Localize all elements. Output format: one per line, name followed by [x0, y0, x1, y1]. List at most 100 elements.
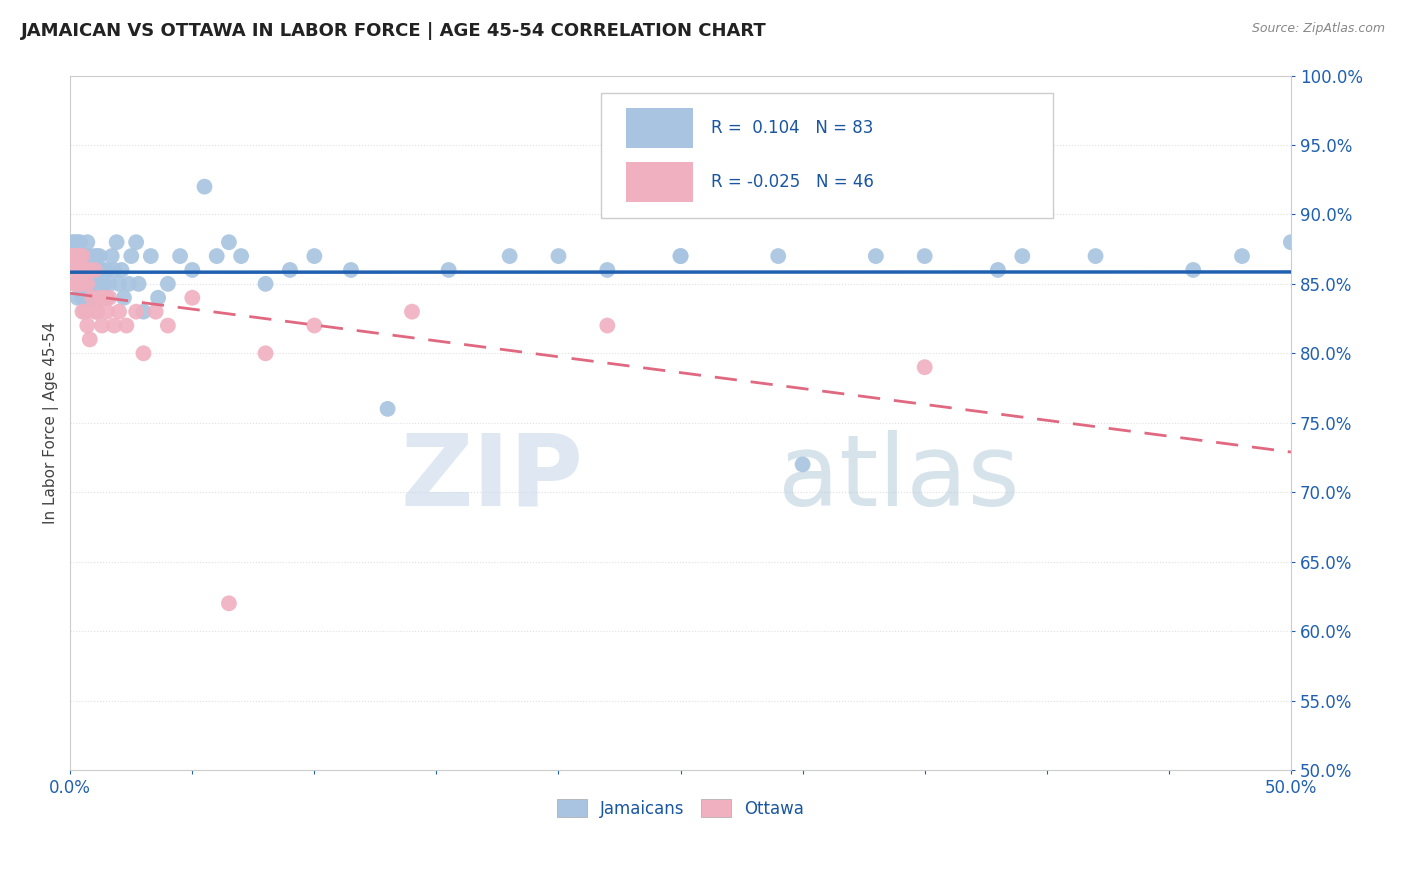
Point	[125, 304, 148, 318]
Point	[83, 263, 105, 277]
Point	[93, 277, 115, 291]
Point	[79, 291, 101, 305]
Point	[73, 304, 96, 318]
Point	[83, 291, 105, 305]
Point	[118, 277, 141, 291]
Point	[72, 304, 94, 318]
Point	[304, 318, 326, 333]
Point	[229, 249, 252, 263]
Point	[146, 291, 169, 305]
Point	[86, 304, 108, 318]
Point	[62, 249, 84, 263]
Point	[218, 235, 240, 250]
Point	[69, 263, 91, 277]
Point	[63, 263, 86, 277]
Point	[76, 277, 98, 291]
Point	[62, 235, 84, 250]
Point	[79, 333, 101, 347]
Point	[132, 304, 155, 318]
Point	[72, 249, 94, 263]
Text: JAMAICAN VS OTTAWA IN LABOR FORCE | AGE 45-54 CORRELATION CHART: JAMAICAN VS OTTAWA IN LABOR FORCE | AGE …	[21, 22, 766, 40]
Point	[1084, 249, 1107, 263]
Text: atlas: atlas	[778, 430, 1019, 527]
Point	[76, 277, 98, 291]
Point	[89, 249, 111, 263]
Point	[89, 277, 111, 291]
Point	[73, 277, 96, 291]
Y-axis label: In Labor Force | Age 45-54: In Labor Force | Age 45-54	[44, 322, 59, 524]
Point	[91, 277, 114, 291]
Point	[669, 249, 692, 263]
Point	[79, 263, 101, 277]
Point	[132, 346, 155, 360]
Point	[1230, 249, 1253, 263]
Point	[156, 318, 179, 333]
Point	[73, 249, 96, 263]
Point	[91, 318, 114, 333]
Point	[66, 263, 89, 277]
Point	[103, 318, 125, 333]
Point	[66, 291, 89, 305]
Text: R = -0.025   N = 46: R = -0.025 N = 46	[711, 173, 875, 191]
Point	[66, 249, 89, 263]
Text: R =  0.104   N = 83: R = 0.104 N = 83	[711, 120, 873, 137]
Point	[66, 263, 89, 277]
Point	[112, 291, 135, 305]
Point	[105, 235, 128, 250]
Text: Source: ZipAtlas.com: Source: ZipAtlas.com	[1251, 22, 1385, 36]
Point	[254, 277, 277, 291]
Point	[120, 249, 142, 263]
Point	[498, 249, 520, 263]
Point	[100, 249, 122, 263]
Point	[72, 249, 94, 263]
Point	[181, 263, 204, 277]
Point	[304, 249, 326, 263]
Legend: Jamaicans, Ottawa: Jamaicans, Ottawa	[550, 792, 811, 824]
Point	[103, 263, 125, 277]
Point	[96, 291, 118, 305]
FancyBboxPatch shape	[602, 93, 1053, 218]
Point	[110, 263, 132, 277]
Point	[69, 277, 91, 291]
Point	[63, 235, 86, 250]
Point	[66, 249, 89, 263]
Point	[86, 263, 108, 277]
Point	[98, 277, 121, 291]
Point	[83, 277, 105, 291]
Point	[596, 318, 619, 333]
Point	[145, 304, 167, 318]
Point	[63, 277, 86, 291]
Point	[96, 304, 118, 318]
Point	[79, 263, 101, 277]
Point	[865, 249, 887, 263]
Point	[69, 235, 91, 250]
Point	[128, 277, 150, 291]
Point	[76, 263, 98, 277]
Point	[547, 249, 569, 263]
Point	[596, 263, 619, 277]
Point	[69, 249, 91, 263]
Point	[66, 235, 89, 250]
Point	[181, 291, 204, 305]
Point	[193, 179, 215, 194]
Bar	[626, 161, 693, 202]
Point	[278, 263, 301, 277]
Point	[69, 263, 91, 277]
Point	[66, 277, 89, 291]
Point	[62, 249, 84, 263]
Point	[62, 249, 84, 263]
Point	[125, 235, 148, 250]
Point	[914, 249, 936, 263]
Point	[766, 249, 789, 263]
Point	[73, 263, 96, 277]
Point	[76, 291, 98, 305]
Point	[72, 277, 94, 291]
Point	[63, 249, 86, 263]
Point	[72, 291, 94, 305]
Point	[69, 277, 91, 291]
Point	[169, 249, 191, 263]
Point	[377, 401, 399, 416]
Point	[72, 263, 94, 277]
Point	[63, 249, 86, 263]
Point	[254, 346, 277, 360]
